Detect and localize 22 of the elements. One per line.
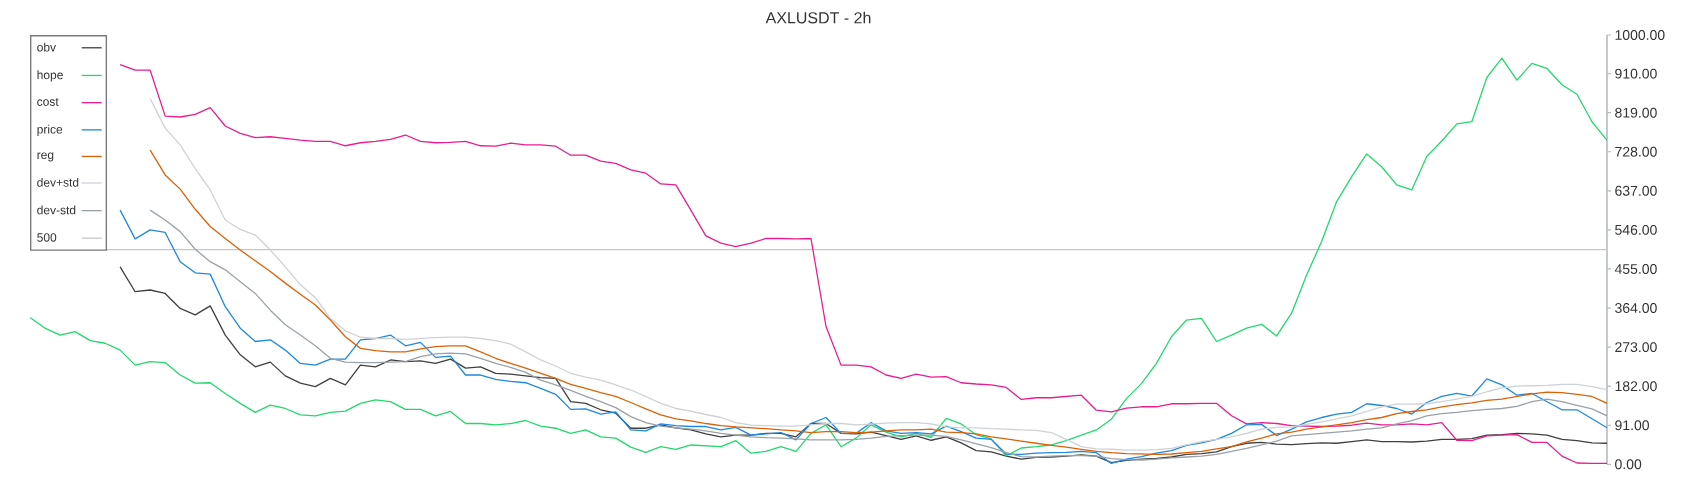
legend-label: cost [37,98,59,106]
y-tick-label: 0.00 [1615,459,1642,470]
y-tick-label: 182.00 [1615,381,1657,392]
y-tick-label: 273.00 [1615,342,1657,353]
y-tick-label: 637.00 [1615,185,1657,196]
y-tick-label: 728.00 [1615,146,1657,157]
y-tick-label: 91.00 [1615,420,1649,431]
legend-label: hope [37,70,63,82]
y-tick-label: 364.00 [1615,303,1657,313]
legend-label: dev+std [37,177,79,187]
y-tick-label: 910.00 [1615,68,1657,79]
legend-label: reg [37,152,54,162]
legend-label: 500 [37,233,57,242]
legend-label: obv [37,42,56,52]
y-tick-label: 455.00 [1614,264,1657,274]
y-tick-label: 819.00 [1615,107,1657,118]
line-series [119,266,1607,464]
chart-title: AXLUSDT - 2h [765,11,871,24]
legend-label: price [37,124,63,136]
y-tick-label: 546.00 [1615,224,1657,235]
legend-label: dev-std [37,205,76,215]
y-tick-label: 1000.00 [1615,30,1665,40]
